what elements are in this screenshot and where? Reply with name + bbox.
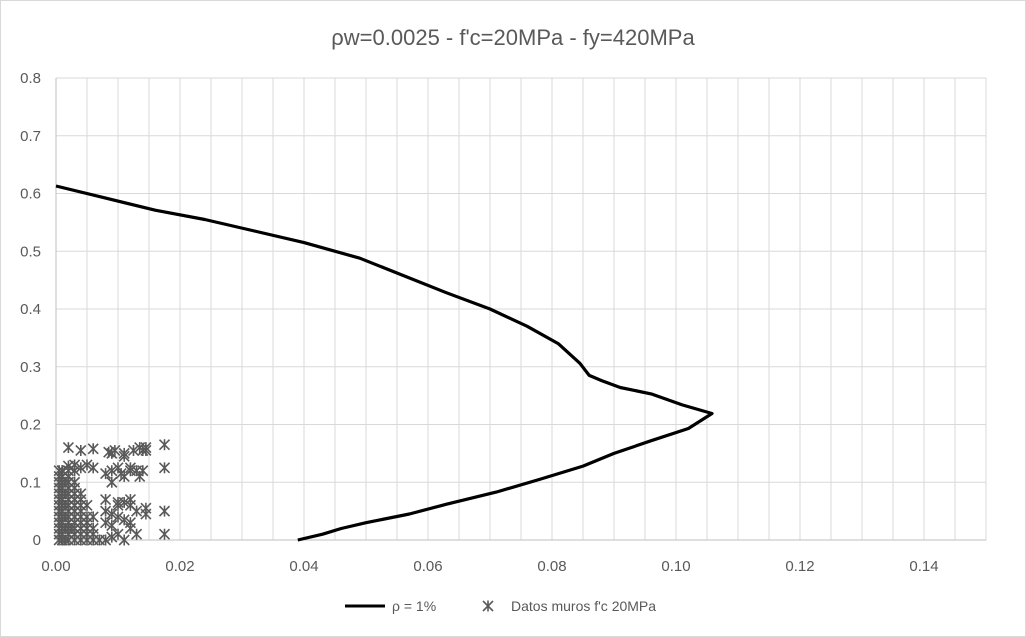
scatter-point [87, 462, 99, 474]
scatter-point [106, 519, 118, 532]
scatter-point [118, 514, 130, 526]
grid-layer [55, 77, 987, 541]
x-tick-label: 0.10 [661, 558, 690, 575]
scatter-point [158, 528, 171, 540]
x-tick-label: 0.08 [537, 558, 566, 575]
y-tick-label: 0 [33, 532, 41, 549]
y-tick-label: 0.4 [20, 301, 41, 318]
scatter-point [106, 531, 118, 543]
scatter-point [118, 447, 130, 459]
scatter-point [100, 517, 112, 529]
scatter-point [87, 511, 99, 523]
scatter-point [106, 476, 118, 488]
x-tick-label: 0.12 [785, 558, 814, 575]
scatter-point [112, 511, 124, 523]
tick-layer: 0.00 0.02 0.04 0.06 0.08 0.10 0.12 0.14 0 0.1 0.2 0… [20, 70, 938, 575]
x-tick-label: 0.00 [41, 558, 70, 575]
y-tick-label: 0.7 [20, 128, 41, 145]
series-layer [53, 184, 714, 546]
scatter-point [112, 496, 124, 509]
scatter-point [140, 502, 152, 514]
scatter-point [100, 534, 112, 546]
scatter-point [75, 444, 87, 457]
scatter-point [158, 462, 171, 474]
series-line [55, 184, 714, 542]
scatter-point [158, 505, 171, 517]
scatter-point [134, 470, 146, 483]
scatter-point [115, 468, 127, 480]
scatter-point [106, 508, 118, 520]
scatter-point [124, 462, 136, 474]
x-tick-label: 0.06 [413, 558, 442, 575]
scatter-point [100, 505, 112, 517]
scatter-point [106, 465, 118, 477]
y-tick-label: 0.3 [20, 359, 41, 376]
scatter-point [158, 439, 171, 451]
x-tick-label: 0.04 [289, 558, 318, 575]
scatter-point [56, 465, 68, 477]
scatter-point [140, 442, 152, 454]
scatter-point [118, 534, 130, 546]
y-tick-label: 0.5 [20, 243, 41, 260]
legend: ρ = 1% Datos muros f'c 20MPa [345, 598, 656, 614]
y-tick-label: 0.2 [20, 417, 41, 434]
y-tick-label: 0.1 [20, 474, 41, 491]
x-tick-label: 0.14 [909, 558, 938, 575]
scatter-point [127, 444, 140, 457]
scatter-point [62, 460, 74, 472]
scatter-point [124, 499, 136, 511]
scatter-point [109, 444, 121, 457]
scatter-point [81, 459, 93, 471]
axis-layer [55, 78, 986, 541]
scatter-point [100, 468, 112, 480]
y-tick-label: 0.8 [20, 70, 41, 87]
legend-scatter-marker [482, 600, 494, 612]
legend-label-scatter: Datos muros f'c 20MPa [511, 598, 656, 614]
scatter-point [100, 494, 112, 506]
scatter-point [103, 446, 115, 458]
chart-title: ρw=0.0025 - f'c=20MPa - fy=420MPa [331, 25, 695, 50]
x-tick-label: 0.02 [165, 558, 194, 575]
scatter-point [131, 528, 143, 540]
legend-label-line: ρ = 1% [392, 598, 436, 614]
legend-marker-swatch [482, 600, 494, 612]
scatter-point [87, 443, 99, 455]
scatter-point [124, 517, 136, 529]
scatter-point [62, 442, 74, 454]
scatter-point [75, 462, 87, 474]
y-tick-label: 0.6 [20, 186, 41, 203]
